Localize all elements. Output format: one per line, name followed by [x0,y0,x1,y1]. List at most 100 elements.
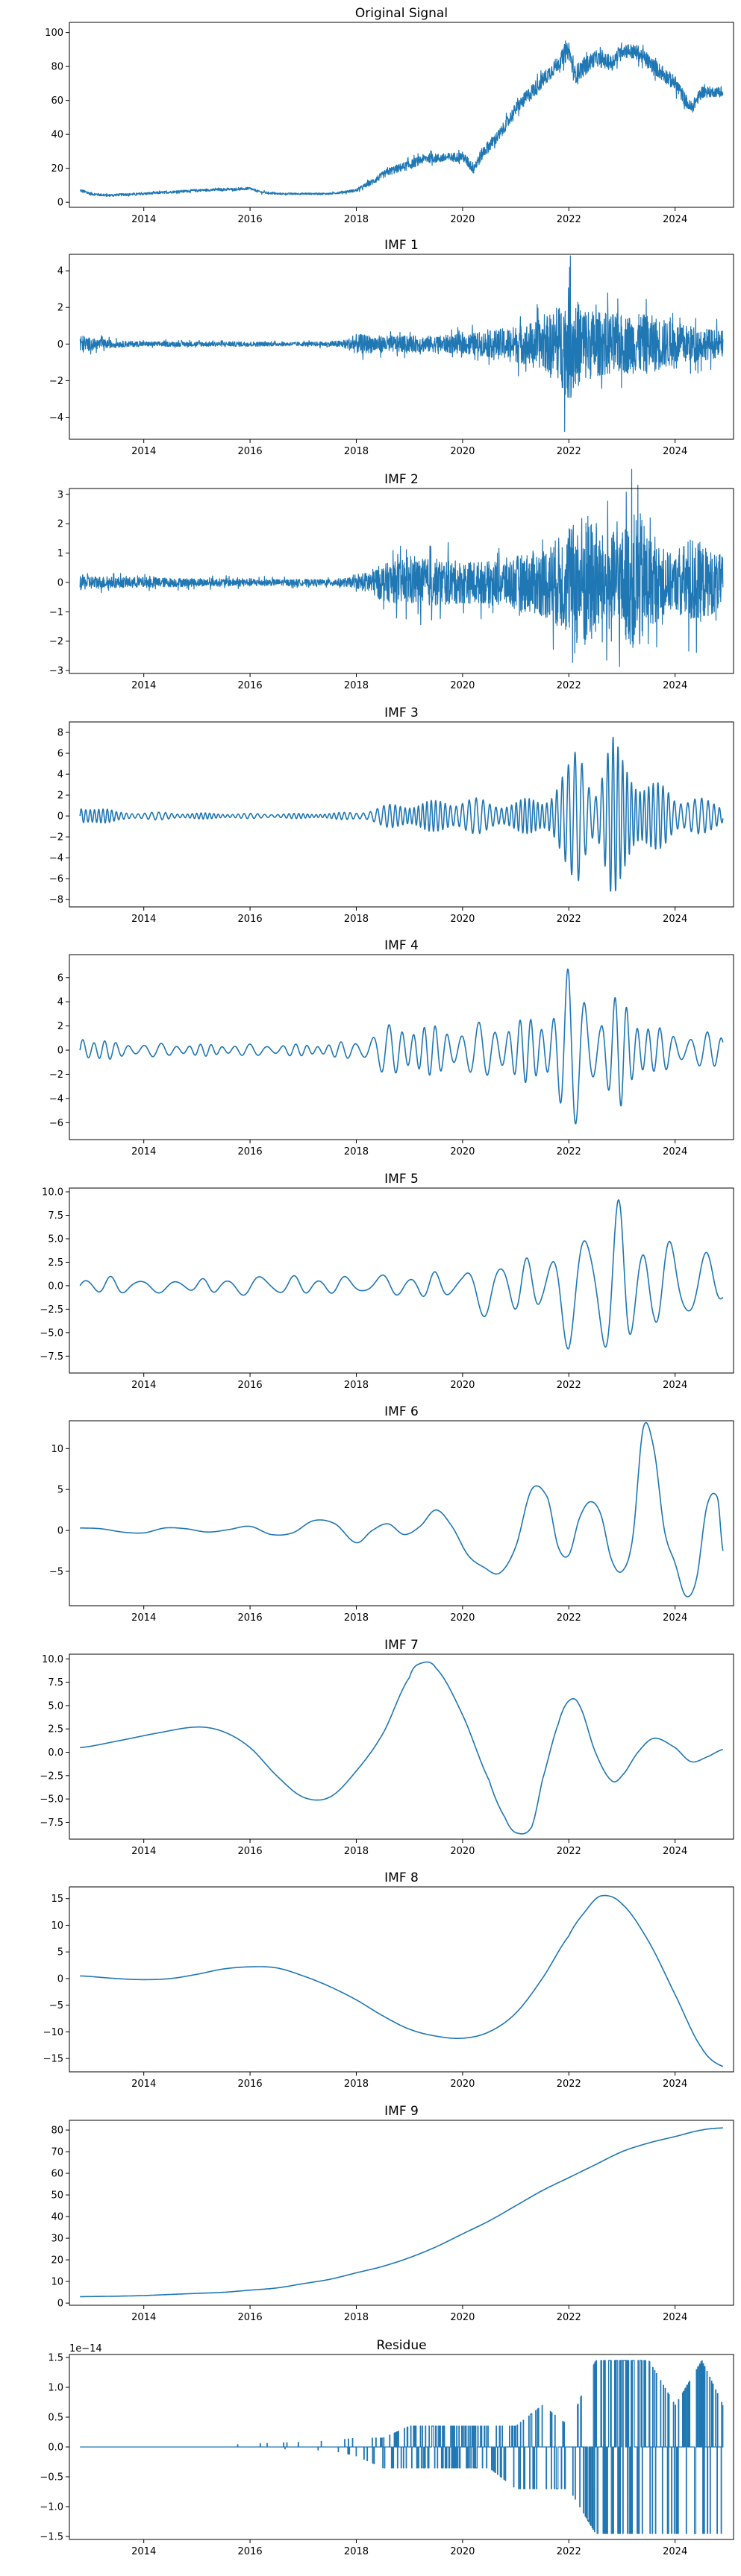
x-tick-label: 2018 [344,214,369,225]
x-tick-label: 2018 [344,2546,369,2557]
y-tick-label: 10 [51,2277,63,2288]
x-tick-label: 2020 [450,2546,475,2557]
y-tick-label: −2 [49,636,63,647]
y-tick-label: 5.0 [48,1700,63,1712]
y-tick-label: 50 [51,2190,63,2202]
y-tick-label: −2 [49,1069,63,1081]
x-tick-label: 2014 [131,214,156,225]
axes-frame [69,1886,734,2073]
x-tick-label: 2024 [663,2546,687,2557]
y-tick-label: 0 [57,577,63,588]
y-tick-label: −4 [49,853,63,864]
y-tick-label: 0 [57,198,63,209]
y-tick-label: −7.5 [40,1351,63,1363]
x-tick-label: 2020 [450,1612,475,1624]
x-tick-label: 2016 [238,214,263,225]
subplot-2: IMF 1 2014 2016 2018 2020 2022 2024 −4 −2 0 2 4 [49,238,734,457]
x-tick-label: 2014 [131,1146,156,1157]
y-tick-label: −5.0 [40,1794,63,1806]
y-tick-label: −2.5 [40,1771,63,1782]
y-tick-label: −5 [49,1566,63,1577]
y-tick-label: 10.0 [42,1187,63,1199]
y-tick-label: 60 [51,95,63,107]
x-tick-label: 2024 [663,1146,687,1157]
series-line [80,1894,724,2067]
y-tick-label: 2 [57,519,63,530]
x-tick-label: 2014 [131,446,156,457]
axes-frame [69,488,734,674]
subplot-4: IMF 3 2014 2016 2018 2020 2022 2024 −8 −6 −4 −2 0 2 4… [49,706,734,925]
y-tick-label: 0 [57,339,63,351]
x-tick-label: 2022 [557,2312,581,2323]
y-tick-label: 5 [57,1947,63,1958]
subplot-title: IMF 8 [384,1870,419,1885]
y-tick-label: 0.5 [48,2413,63,2424]
series-line [79,1199,724,1350]
y-tick-label: 0.0 [48,1747,63,1759]
x-tick-label: 2018 [344,914,369,925]
y-tick-label: 10 [51,1920,63,1932]
x-tick-label: 2016 [238,914,263,925]
y-tick-label: 0 [57,1526,63,1537]
y-tick-label: 2 [57,303,63,314]
x-tick-label: 2014 [131,2312,156,2323]
y-tick-label: 0 [57,811,63,823]
x-tick-label: 2020 [450,214,475,225]
y-tick-label: 30 [51,2234,63,2245]
x-tick-label: 2018 [344,2312,369,2323]
y-tick-label: 8 [57,728,63,739]
x-tick-label: 2016 [238,680,263,691]
y-tick-label: 0 [57,1046,63,1057]
y-tick-label: 80 [51,2126,63,2137]
y-tick-label: −1.0 [40,2502,63,2513]
x-tick-label: 2024 [663,2312,687,2323]
y-tick-label: −0.5 [40,2472,63,2484]
x-tick-label: 2014 [131,2079,156,2090]
x-tick-label: 2020 [450,1380,475,1391]
x-tick-label: 2022 [557,446,581,457]
x-tick-label: 2020 [450,1846,475,1857]
y-tick-label: 6 [57,749,63,760]
subplot-title: Original Signal [355,6,448,21]
y-tick-label: 0.0 [48,2443,63,2454]
x-tick-label: 2022 [557,1380,581,1391]
x-tick-label: 2024 [663,1612,687,1624]
y-tick-label: 100 [45,28,63,39]
series-line [79,255,724,433]
subplot-10: IMF 9 2014 2016 2018 2020 2022 2024 0 10 20 30 40 50… [51,2104,734,2323]
y-tick-label: 2.5 [48,1257,63,1269]
y-tick-label: −6 [49,874,63,885]
x-tick-label: 2020 [450,2312,475,2323]
y-tick-label: 40 [51,2212,63,2223]
x-tick-label: 2016 [238,1380,263,1391]
axes-frame [69,22,734,208]
x-tick-label: 2020 [450,680,475,691]
x-tick-label: 2024 [663,214,687,225]
y-tick-label: 1.5 [48,2353,63,2364]
x-tick-label: 2018 [344,1612,369,1624]
series-line [80,1421,724,1598]
x-tick-label: 2016 [238,1146,263,1157]
y-tick-label: −15 [43,2054,63,2065]
x-tick-label: 2018 [344,2079,369,2090]
y-tick-label: −5.0 [40,1328,63,1339]
y-tick-label: −1 [49,607,63,618]
series-line [79,468,724,667]
y-tick-label: 20 [51,2255,63,2266]
scale-offset-label: 1e−14 [69,2343,102,2354]
x-tick-label: 2016 [238,2546,263,2557]
subplot-title: IMF 7 [384,1638,419,1653]
x-tick-label: 2024 [663,1380,687,1391]
y-tick-label: 0 [57,1973,63,1985]
x-tick-label: 2016 [238,2312,263,2323]
series-line [79,968,724,1125]
x-tick-label: 2014 [131,2546,156,2557]
subplot-11: Residue 1e−14 2014 2016 2018 2020 2022 2024 −1.5… [40,2338,734,2557]
series-line [80,2360,724,2534]
x-tick-label: 2022 [557,2079,581,2090]
series-line [79,40,724,198]
y-tick-label: −4 [49,412,63,424]
y-tick-label: 4 [57,770,63,781]
y-tick-label: −1.5 [40,2532,63,2543]
